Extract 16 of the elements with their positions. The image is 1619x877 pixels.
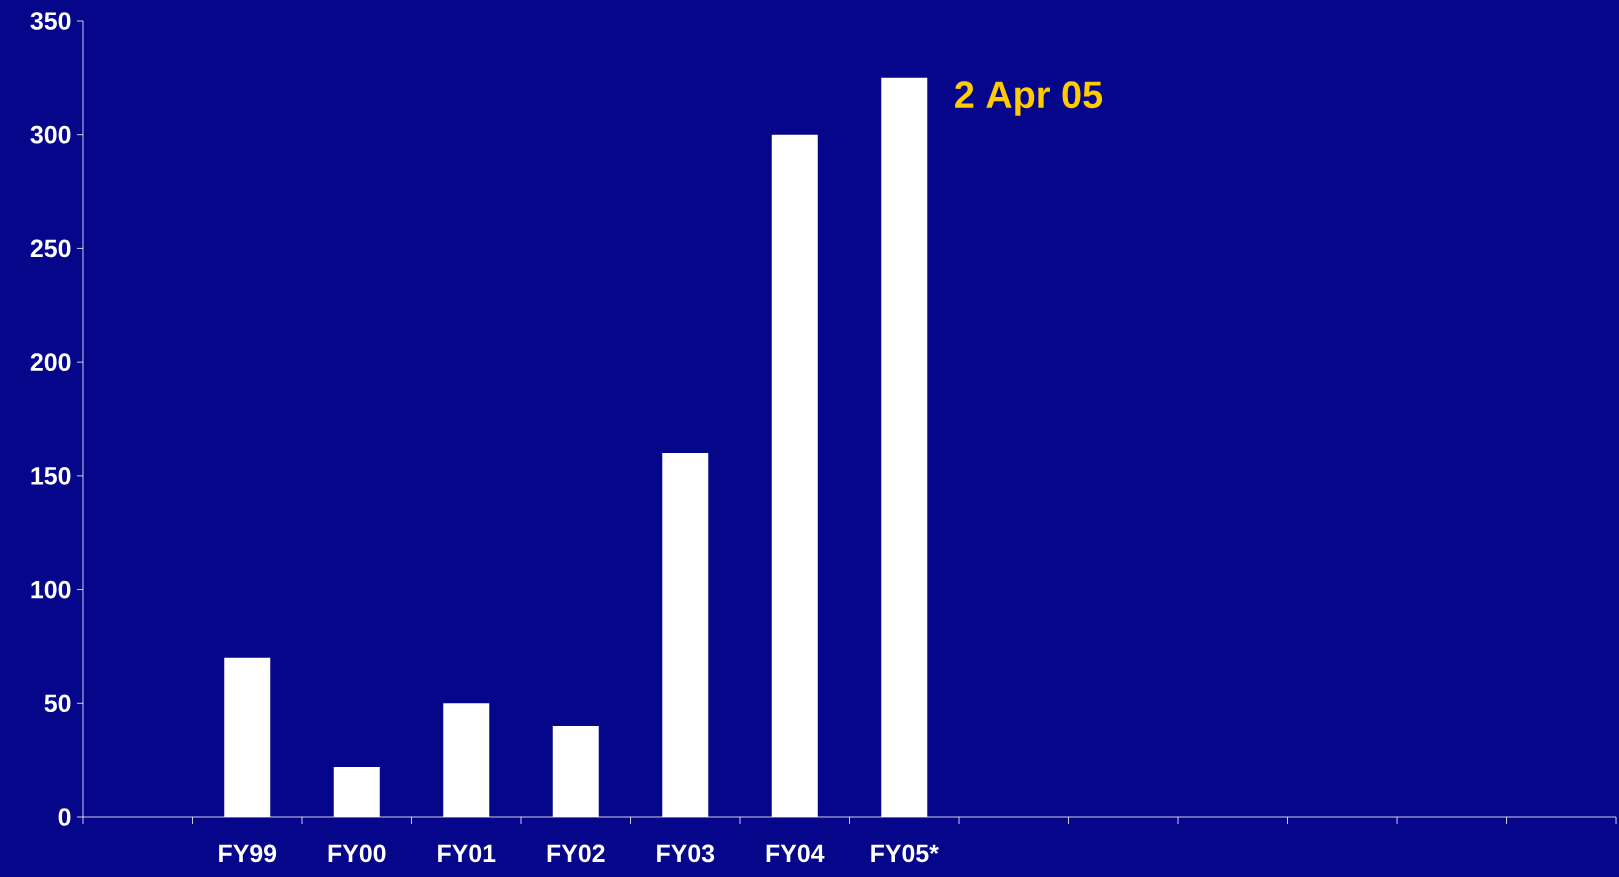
x-tick-label: FY00	[328, 844, 386, 863]
y-tick-label: 50	[44, 694, 71, 713]
y-tick-label: 150	[31, 467, 71, 485]
x-tick-label: FY99	[219, 844, 277, 863]
y-tick-label: 200	[30, 353, 71, 371]
y-tick-label: 100	[31, 580, 71, 599]
x-tick-label: FY01	[438, 844, 496, 863]
x-tick-label: FY02	[547, 844, 605, 863]
y-tick-label: 250	[30, 239, 71, 258]
x-tick-label: FY03	[657, 844, 715, 863]
y-tick-label: 300	[30, 125, 71, 144]
annotation: 2 Apr 05	[955, 81, 1103, 116]
y-tick-label: 350	[30, 12, 71, 30]
x-tick-label: FY05*	[871, 844, 939, 863]
y-tick-label: 0	[58, 808, 71, 826]
x-tick-label: FY04	[766, 844, 825, 863]
